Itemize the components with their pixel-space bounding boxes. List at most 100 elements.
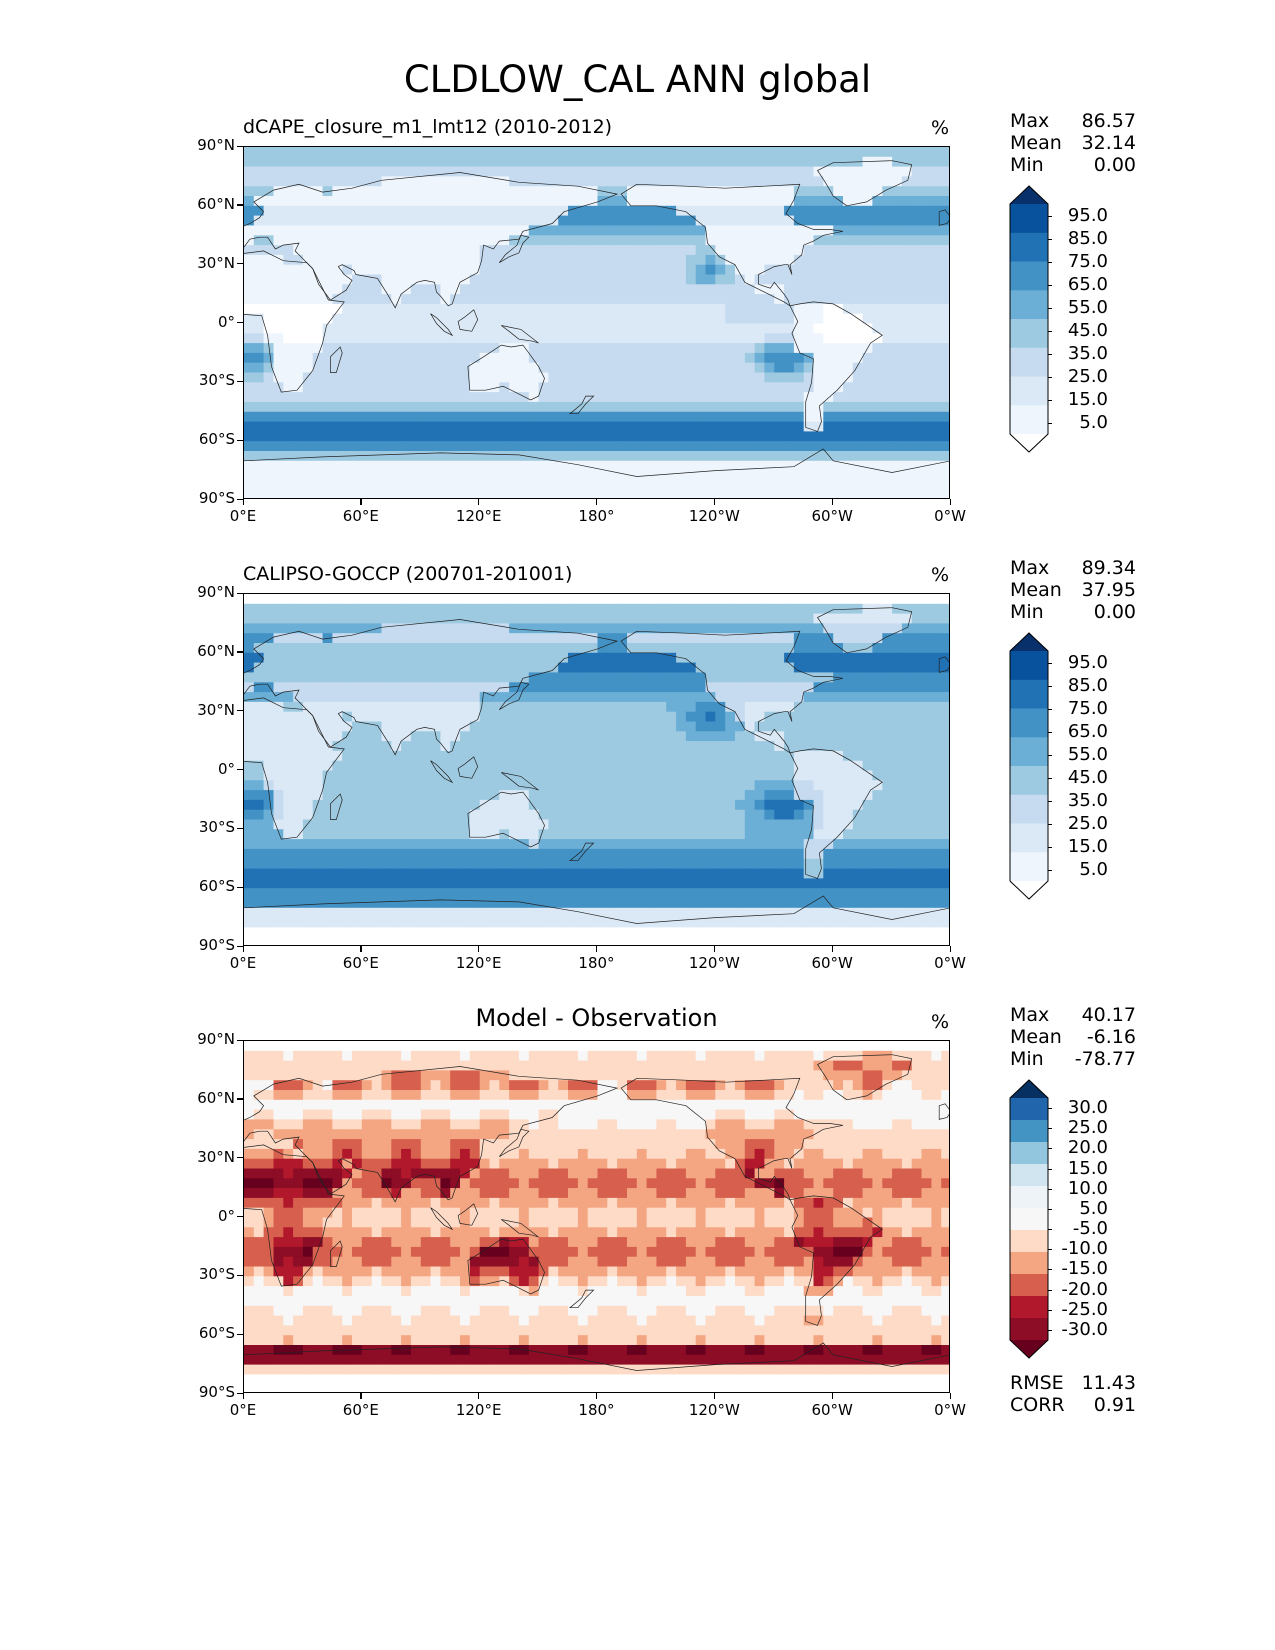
field-cell (666, 421, 677, 432)
field-cell (450, 799, 461, 811)
field-cell (381, 196, 392, 207)
field-cell (735, 421, 746, 432)
field-cell (656, 225, 667, 236)
field-cell (685, 166, 697, 177)
field-cell (833, 392, 844, 403)
field-cell (371, 382, 383, 393)
field-cell (774, 829, 785, 840)
field-cell (440, 274, 451, 285)
field-cell (784, 274, 795, 285)
field-cell (754, 613, 765, 624)
field-cell (518, 186, 530, 197)
field-cell (273, 176, 284, 187)
field-cell (302, 809, 314, 821)
field-cell (273, 352, 284, 364)
field-cell (646, 303, 657, 315)
field-cell (901, 780, 913, 791)
field-cell (332, 470, 343, 481)
field-cell (352, 858, 363, 870)
field-cell (469, 790, 481, 801)
field-cell (784, 333, 795, 344)
field-cell (843, 770, 854, 781)
field-cell (469, 470, 481, 481)
field-cell (823, 623, 834, 634)
field-cell (440, 799, 451, 811)
field-cell (558, 682, 569, 693)
field-cell (568, 780, 579, 791)
field-cell (352, 594, 363, 605)
field-cell (460, 848, 471, 860)
field-cell (568, 470, 579, 481)
field-cell (244, 176, 255, 187)
field-cell (921, 662, 932, 673)
field-cell (293, 878, 304, 889)
field-cell (735, 760, 746, 772)
field-cell (283, 692, 294, 703)
field-cell (263, 323, 274, 334)
field-cell (538, 441, 549, 452)
field-cell (911, 470, 923, 481)
field-cell (636, 205, 648, 217)
field-cell (813, 662, 824, 673)
field-cell (371, 303, 383, 315)
field-cell (548, 294, 559, 305)
field-cell (509, 343, 520, 354)
field-cell (263, 254, 274, 266)
field-cell (499, 692, 510, 703)
field-cell (489, 303, 500, 315)
field-cell (401, 711, 412, 723)
field-cell (636, 313, 648, 325)
field-cell (558, 490, 569, 498)
field-cell (410, 829, 422, 840)
field-cell (617, 294, 628, 305)
field-cell (440, 284, 451, 295)
field-cell (676, 819, 687, 830)
field-cell (872, 652, 883, 664)
field-cell (823, 176, 834, 187)
field-cell (754, 790, 765, 801)
field-cell (518, 264, 530, 276)
field-cell (833, 254, 844, 266)
field-cell (892, 392, 903, 403)
field-cell (410, 652, 422, 664)
field-cell (283, 480, 294, 491)
field-cell (744, 898, 756, 909)
field-cell (312, 480, 324, 491)
field-cell (803, 888, 815, 899)
field-cell (803, 401, 815, 413)
field-cell (617, 274, 628, 285)
field-cell (244, 333, 255, 344)
field-cell (273, 750, 284, 762)
field-cell (607, 205, 618, 217)
field-cell (361, 623, 373, 634)
field-cell (617, 672, 628, 683)
field-cell (666, 245, 677, 256)
field-cell (666, 451, 677, 462)
field-cell (401, 284, 412, 295)
field-cell (244, 809, 255, 821)
field-cell (293, 652, 304, 664)
field-cell (244, 878, 255, 889)
field-cell (901, 682, 913, 693)
field-cell (283, 156, 294, 168)
field-cell (342, 741, 353, 752)
field-cell (391, 176, 402, 187)
field-cell (901, 711, 913, 723)
field-cell (901, 888, 913, 899)
field-cell (489, 829, 500, 840)
field-cell (705, 721, 716, 732)
field-cell (607, 809, 618, 821)
field-cell (381, 205, 392, 217)
field-cell (705, 594, 716, 605)
field-cell (715, 441, 726, 452)
field-cell (460, 431, 471, 442)
field-cell (430, 643, 441, 654)
field-cell (784, 809, 795, 821)
field-cell (705, 186, 716, 197)
field-cell (882, 819, 893, 830)
field-cell (685, 303, 697, 315)
field-cell (430, 421, 441, 432)
field-cell (420, 633, 432, 644)
field-cell (803, 294, 815, 305)
field-cell (283, 770, 294, 781)
